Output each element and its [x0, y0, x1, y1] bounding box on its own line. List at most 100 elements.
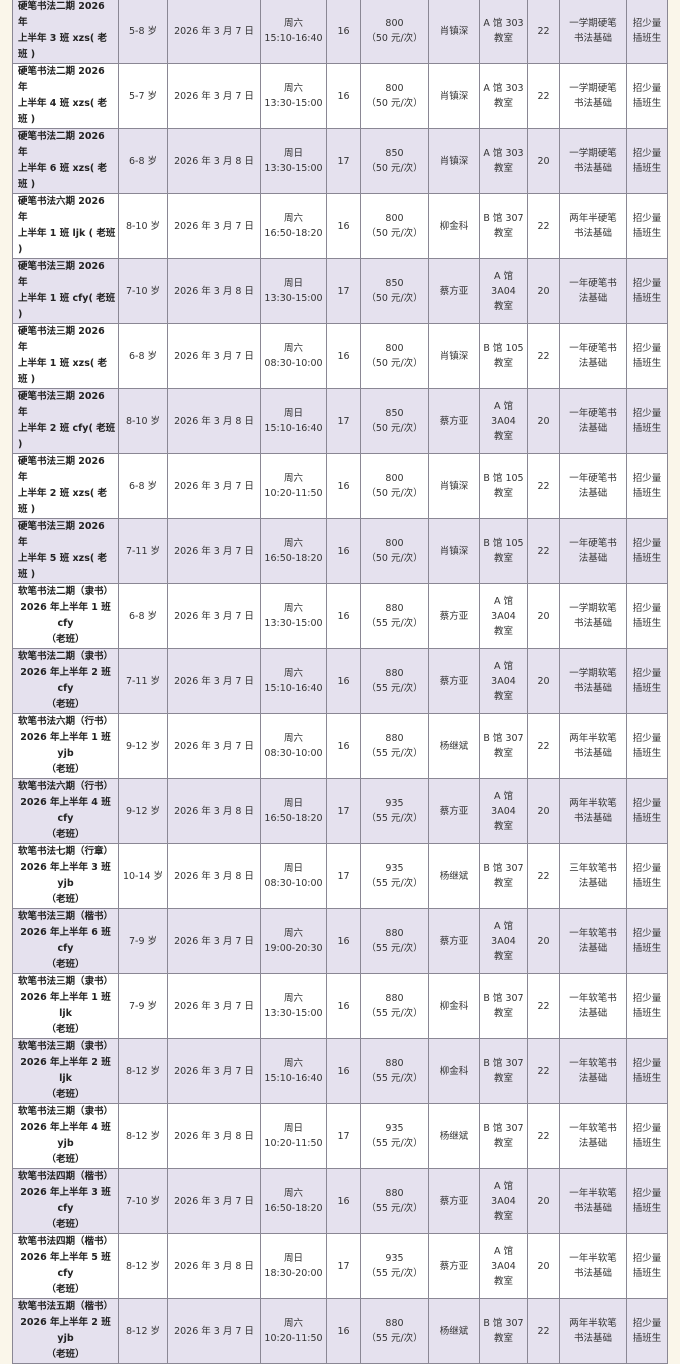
class-name-line: 硬笔书法六期 2026 年 — [18, 196, 105, 223]
enrollment-note: 招少量 插班生 — [626, 1038, 668, 1104]
class-name-line: （老班） — [46, 634, 85, 645]
capacity: 22 — [527, 1103, 560, 1169]
class-time: 周六 15:10-16:40 — [260, 0, 327, 64]
age-range-line: 8-12 岁 — [125, 1325, 161, 1337]
fee-line: 850 — [385, 408, 404, 419]
prerequisite-line: 书法基础 — [573, 228, 612, 239]
age-range-line: 7-10 岁 — [125, 1195, 161, 1207]
capacity: 22 — [527, 453, 560, 519]
capacity-line: 20 — [537, 935, 550, 947]
session-count: 16 — [326, 908, 361, 974]
prerequisite-line: 书法基础 — [573, 748, 612, 759]
enrollment-note-line: 插班生 — [632, 423, 662, 434]
enrollment-note: 招少量 插班生 — [626, 1298, 668, 1364]
class-name-line: 上半年 3 班 xzs( 老班 ) — [18, 33, 107, 60]
class-name: 硬笔书法二期 2026 年上半年 4 班 xzs( 老班 ) — [12, 63, 119, 129]
prerequisite: 一年硬笔书 法基础 — [559, 388, 627, 454]
enrollment-note: 招少量 插班生 — [626, 648, 668, 714]
prerequisite: 两年半软笔 书法基础 — [559, 1298, 627, 1364]
teacher-line: 肖镇深 — [439, 25, 469, 37]
classroom-line: B 馆 307 — [483, 863, 524, 874]
prerequisite: 一年半软笔 书法基础 — [559, 1168, 627, 1234]
age-range-line: 9-12 岁 — [125, 740, 161, 752]
capacity: 20 — [527, 778, 560, 844]
enrollment-note-line: 招少量 — [632, 1188, 662, 1199]
age-range-line: 6-8 岁 — [128, 610, 158, 622]
class-time-line: 15:10-16:40 — [264, 423, 323, 434]
age-range-line: 5-8 岁 — [128, 25, 158, 37]
enrollment-note-line: 插班生 — [632, 1268, 662, 1279]
class-name-line: 2026 年上半年 1 班 yjb — [20, 732, 111, 759]
teacher: 蔡方亚 — [428, 648, 480, 714]
class-time-line: 周六 — [283, 18, 303, 29]
classroom-line: B 馆 105 — [483, 473, 524, 484]
class-name: 软笔书法四期（楷书） 2026 年上半年 5 班 cfy （老班） — [12, 1233, 119, 1299]
teacher: 柳金科 — [428, 1038, 480, 1104]
session-count-line: 17 — [337, 870, 350, 882]
start-date-line: 2026 年 3 月 7 日 — [174, 1195, 254, 1207]
class-time: 周六 08:30-10:00 — [260, 713, 327, 779]
class-time-line: 周日 — [283, 408, 303, 419]
prerequisite-line: 一年硬笔书 — [569, 278, 617, 289]
classroom-line: 教室 — [493, 430, 513, 442]
class-time: 周日 13:30-15:00 — [260, 128, 327, 194]
age-range: 7-9 岁 — [118, 973, 168, 1039]
classroom: B 馆 105 教室 — [479, 518, 528, 584]
fee-line: （50 元/次） — [366, 33, 423, 44]
class-name-line: 软笔书法四期（楷书） — [17, 1236, 113, 1247]
teacher-line: 肖镇深 — [439, 155, 469, 167]
class-name-line: （老班） — [46, 1349, 85, 1360]
enrollment-note: 招少量 插班生 — [626, 973, 668, 1039]
class-name-line: 软笔书法六期（行书） — [17, 716, 113, 727]
class-name-line: （老班） — [46, 829, 85, 840]
class-name-line: 硬笔书法三期 2026 年 — [18, 521, 105, 548]
fee: 880 （55 元/次） — [360, 1038, 429, 1104]
enrollment-note-line: 插班生 — [632, 878, 662, 889]
fee: 850 （50 元/次） — [360, 128, 429, 194]
fee-line: 880 — [385, 603, 404, 614]
start-date: 2026 年 3 月 7 日 — [167, 1168, 261, 1234]
classroom-line: A 馆 3A04 — [491, 270, 516, 297]
teacher-line: 杨继斌 — [439, 740, 469, 752]
age-range-line: 7-9 岁 — [128, 935, 158, 947]
prerequisite: 一年硬笔书 法基础 — [559, 453, 627, 519]
start-date-line: 2026 年 3 月 7 日 — [174, 480, 254, 492]
class-time-line: 13:30-15:00 — [264, 293, 323, 304]
age-range-line: 7-9 岁 — [128, 1000, 158, 1012]
class-time: 周六 13:30-15:00 — [260, 973, 327, 1039]
class-time: 周六 13:30-15:00 — [260, 63, 327, 129]
class-time-line: 08:30-10:00 — [264, 358, 323, 369]
age-range: 8-10 岁 — [118, 193, 168, 259]
start-date: 2026 年 3 月 7 日 — [167, 63, 261, 129]
teacher-line: 杨继斌 — [439, 1325, 469, 1337]
class-name-line: 硬笔书法三期 2026 年 — [18, 391, 105, 418]
prerequisite: 一年半软笔 书法基础 — [559, 1233, 627, 1299]
fee-line: （55 元/次） — [366, 1073, 423, 1084]
enrollment-note: 招少量 插班生 — [626, 908, 668, 974]
class-name-line: 软笔书法三期（楷书） — [17, 911, 113, 922]
class-time-line: 周六 — [283, 928, 303, 939]
classroom: B 馆 307 教室 — [479, 1103, 528, 1169]
capacity: 22 — [527, 713, 560, 779]
enrollment-note-line: 招少量 — [632, 733, 662, 744]
start-date: 2026 年 3 月 7 日 — [167, 583, 261, 649]
session-count-line: 17 — [337, 805, 350, 817]
fee-line: 880 — [385, 928, 404, 939]
class-name-line: 上半年 4 班 xzs( 老班 ) — [18, 98, 107, 125]
enrollment-note: 招少量 插班生 — [626, 0, 668, 64]
fee-line: 935 — [385, 863, 404, 874]
session-count-line: 16 — [337, 610, 350, 622]
capacity: 20 — [527, 1233, 560, 1299]
class-name-line: 2026 年上半年 3 班 yjb — [20, 862, 111, 889]
class-name-line: 硬笔书法三期 2026 年 — [18, 456, 105, 483]
session-count-line: 16 — [337, 1065, 350, 1077]
prerequisite: 三年软笔书 法基础 — [559, 843, 627, 909]
fee-line: 935 — [385, 1123, 404, 1134]
capacity-line: 20 — [537, 1195, 550, 1207]
classroom-line: A 馆 303 — [483, 18, 524, 29]
prerequisite: 一年软笔书 法基础 — [559, 1038, 627, 1104]
session-count: 17 — [326, 128, 361, 194]
classroom-line: A 馆 3A04 — [491, 595, 516, 622]
table-row: 软笔书法七期（行章） 2026 年上半年 3 班 yjb （老班） 10-14 岁 20… — [12, 843, 668, 909]
session-count: 16 — [326, 0, 361, 64]
